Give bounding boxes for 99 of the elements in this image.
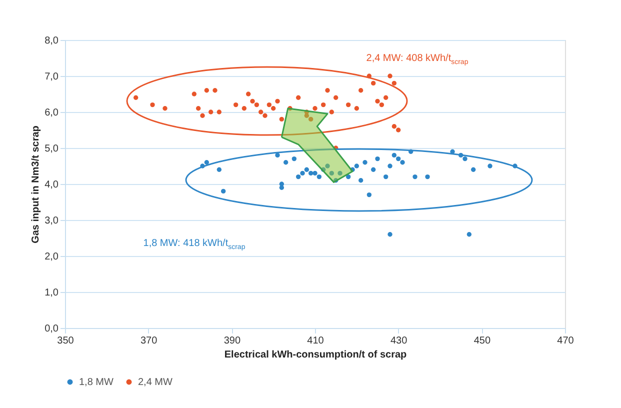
point	[204, 88, 210, 93]
point	[250, 98, 255, 104]
point	[366, 192, 372, 198]
point	[150, 102, 155, 108]
point	[220, 188, 226, 194]
point	[388, 232, 392, 237]
y-tick-label: 6,0	[44, 108, 59, 118]
point	[196, 106, 201, 111]
y-tick-label: 8,0	[44, 36, 59, 46]
point	[216, 110, 222, 114]
point	[425, 174, 430, 180]
point	[396, 128, 401, 132]
point	[242, 106, 247, 111]
point	[400, 160, 405, 165]
x-tick-label: 470	[557, 336, 574, 346]
point	[370, 167, 376, 172]
point	[308, 116, 314, 122]
point	[246, 92, 251, 96]
point	[488, 164, 492, 168]
point	[212, 88, 218, 93]
point	[316, 174, 322, 180]
legend-label: 1,8 MW	[79, 377, 114, 388]
point	[383, 174, 388, 180]
point	[354, 164, 360, 168]
point	[204, 160, 210, 165]
x-tick-label: 350	[57, 336, 74, 346]
point	[275, 152, 280, 158]
point	[266, 102, 272, 108]
point	[254, 102, 260, 108]
point	[354, 106, 360, 111]
x-tick-label: 410	[307, 336, 324, 346]
point	[470, 167, 476, 172]
point	[379, 102, 384, 108]
x-tick-label: 370	[140, 336, 158, 346]
point	[258, 110, 264, 114]
point	[320, 102, 326, 108]
point	[338, 170, 342, 176]
x-axis-title: Electrical kWh-consumption/t of scrap	[224, 350, 407, 360]
point	[392, 80, 397, 86]
point	[283, 160, 288, 165]
point	[308, 170, 314, 176]
point	[325, 164, 330, 168]
point	[320, 167, 326, 172]
y-tick-label: 5,0	[44, 144, 59, 154]
point	[192, 92, 197, 96]
y-tick-label: 1,0	[44, 288, 59, 298]
point	[462, 156, 468, 162]
point	[350, 167, 355, 172]
x-tick-label: 390	[224, 336, 241, 346]
point	[412, 174, 418, 180]
point	[333, 178, 338, 183]
point	[329, 170, 334, 176]
point	[388, 74, 392, 78]
point	[346, 102, 351, 108]
point	[375, 156, 380, 162]
x-tick-label: 430	[390, 336, 408, 346]
point	[292, 156, 297, 162]
point	[300, 170, 305, 176]
point	[358, 88, 364, 93]
point	[392, 152, 397, 158]
point	[162, 106, 168, 111]
point	[288, 106, 292, 111]
point	[329, 110, 334, 114]
point	[375, 98, 380, 104]
y-tick-label: 7,0	[44, 72, 59, 82]
point	[312, 170, 318, 176]
point	[275, 98, 280, 104]
point	[216, 167, 222, 172]
point	[296, 95, 301, 100]
point	[270, 106, 276, 111]
y-tick-label: 3,0	[44, 216, 59, 226]
point	[466, 232, 472, 237]
point	[346, 174, 351, 180]
point	[392, 124, 397, 129]
x-tick-label: 450	[474, 336, 491, 346]
y-tick-label: 4,0	[44, 180, 59, 190]
point	[362, 160, 368, 165]
point	[262, 113, 268, 118]
point	[383, 95, 388, 100]
point	[304, 113, 310, 118]
point	[396, 156, 401, 162]
point	[233, 102, 238, 108]
y-tick-label: 0,0	[44, 324, 59, 334]
point	[358, 178, 364, 183]
point	[208, 110, 214, 114]
point	[296, 174, 301, 180]
point	[312, 106, 318, 111]
point	[370, 80, 376, 86]
point	[200, 113, 205, 118]
point	[279, 116, 284, 122]
legend-label: 2,4 MW	[138, 377, 174, 388]
y-tick-label: 2,0	[44, 252, 59, 262]
point	[304, 167, 310, 172]
point	[325, 88, 330, 93]
y-axis-title: Gas input in Nm3/t scrap	[30, 126, 42, 244]
point	[333, 95, 338, 100]
point	[133, 95, 138, 100]
point	[388, 164, 392, 168]
point	[279, 185, 284, 190]
